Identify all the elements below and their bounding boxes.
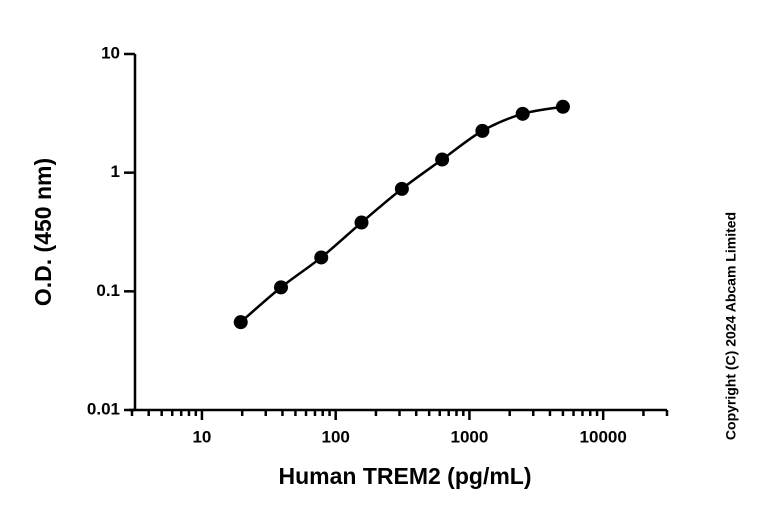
x-tick-label: 1000 <box>451 427 489 446</box>
data-point <box>354 215 369 230</box>
data-point <box>515 106 530 121</box>
y-tick-label: 0.01 <box>87 399 120 418</box>
x-tick-label: 100 <box>321 427 349 446</box>
data-point <box>435 152 450 167</box>
fit-curve <box>239 105 564 324</box>
data-point <box>394 181 409 196</box>
data-point <box>314 250 329 265</box>
x-axis-title: Human TREM2 (pg/mL) <box>279 463 532 489</box>
y-tick-label: 0.1 <box>96 281 120 300</box>
x-tick-label: 10 <box>192 427 211 446</box>
data-point <box>273 280 288 295</box>
y-tick-label: 1 <box>111 162 120 181</box>
x-tick-label: 10000 <box>580 427 627 446</box>
data-point <box>475 123 490 138</box>
copyright: Copyright (C) 2024 Abcam Limited <box>723 212 739 440</box>
y-axis-title: O.D. (450 nm) <box>30 158 56 306</box>
y-tick-label: 10 <box>101 43 120 62</box>
data-point <box>233 315 248 330</box>
data-point <box>555 99 570 114</box>
